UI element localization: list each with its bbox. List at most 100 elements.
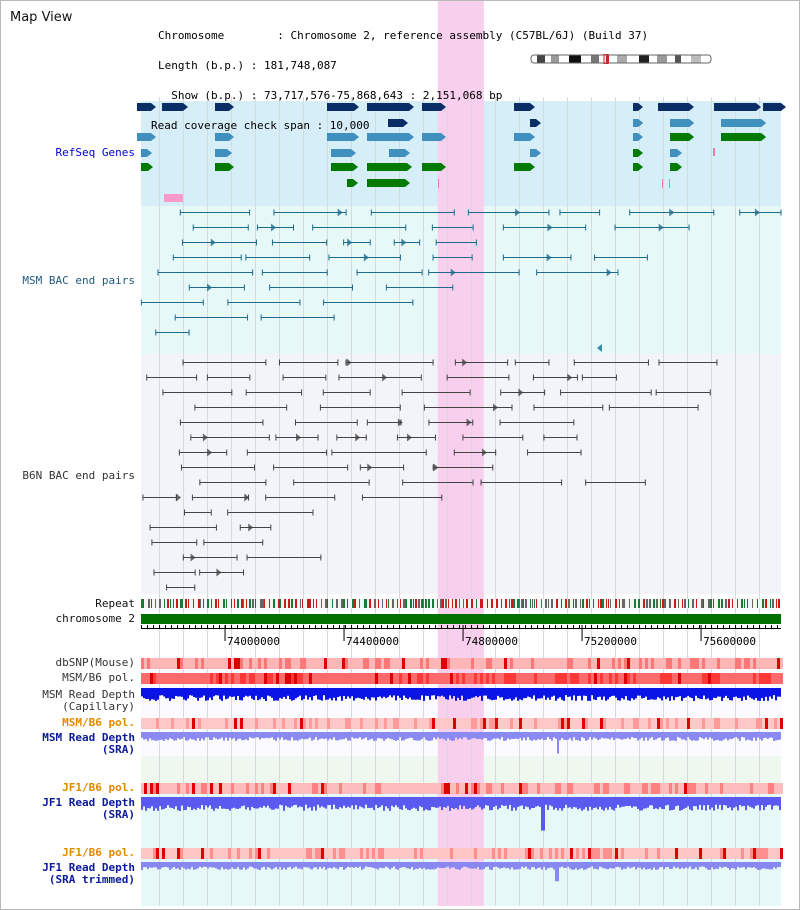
pol-bin: [333, 658, 336, 669]
msm-bac-end-pairs[interactable]: [140, 208, 782, 336]
pol-bin: [402, 718, 405, 729]
pol-bin: [171, 673, 174, 684]
track-label-jf1-depth-sra[interactable]: JF1 Read Depth: [42, 796, 135, 809]
pol-bin: [741, 718, 744, 729]
depth-bin: [237, 797, 239, 809]
jf1-b6-pol-track[interactable]: [141, 783, 783, 794]
bac-end-marker: [606, 268, 612, 277]
pol-bin: [180, 658, 183, 669]
msm-depth-capillary-track[interactable]: [141, 688, 781, 701]
ideogram-band: [545, 55, 551, 63]
pol-bin: [474, 718, 477, 729]
pol-bin: [462, 848, 465, 859]
depth-bin: [253, 862, 255, 869]
depth-bin: [735, 688, 737, 697]
repeat-element: [678, 599, 679, 608]
pol-bin: [357, 718, 360, 729]
pol-bin: [273, 718, 276, 729]
depth-bin: [531, 732, 533, 741]
depth-bin: [677, 688, 679, 697]
depth-bin: [281, 862, 283, 870]
track-label-msm-b6-pol-2[interactable]: MSM/B6 pol.: [62, 716, 135, 729]
pol-bin: [441, 783, 444, 794]
gene-marker: [669, 179, 670, 188]
depth-bin: [149, 688, 151, 701]
depth-bin: [325, 862, 327, 870]
depth-bin: [241, 732, 243, 741]
depth-bin: [351, 688, 353, 697]
pol-bin: [285, 658, 288, 669]
pol-bin: [663, 718, 666, 729]
pol-bin: [165, 673, 168, 684]
depth-bin: [717, 797, 719, 809]
pol-bin: [666, 783, 669, 794]
depth-bin: [427, 688, 429, 697]
pol-bin: [408, 718, 411, 729]
pol-bin: [720, 848, 723, 859]
track-label-jf1-depth-trimmed[interactable]: JF1 Read Depth: [42, 861, 135, 874]
track-label-msm-depth-sra[interactable]: MSM Read Depth: [42, 731, 135, 744]
dbsnp-track[interactable]: [141, 658, 783, 669]
msm-depth-sra-track[interactable]: [141, 732, 781, 754]
b6n-bac-end-pairs[interactable]: [142, 358, 718, 591]
track-label-jf1-b6-pol[interactable]: JF1/B6 pol.: [62, 781, 135, 794]
pol-bin: [228, 718, 231, 729]
gene-strand-arrow: [227, 149, 232, 157]
track-label-refseq-genes[interactable]: RefSeq Genes: [55, 146, 135, 159]
track-label-dbsnp[interactable]: dbSNP(Mouse): [55, 656, 135, 669]
track-label-msm-bac[interactable]: MSM BAC end pairs: [22, 274, 135, 287]
depth-bin: [501, 862, 503, 869]
depth-bin: [317, 688, 319, 700]
depth-bin: [759, 797, 761, 811]
pol-bin: [720, 718, 723, 729]
pol-bin: [315, 783, 318, 794]
chromosome-ideogram[interactable]: [530, 54, 714, 64]
pol-bin: [327, 783, 330, 794]
depth-bin: [721, 688, 723, 701]
depth-bin: [235, 732, 237, 741]
depth-bin: [305, 732, 307, 740]
depth-bin: [185, 688, 187, 701]
ideogram-band: [617, 55, 627, 63]
msm-b6-pol-track[interactable]: [141, 673, 783, 684]
msm-b6-pol2-track[interactable]: [141, 718, 783, 729]
depth-bin: [169, 797, 171, 808]
depth-bin: [595, 732, 597, 739]
track-label-msm-depth-capillary[interactable]: MSM Read Depth: [42, 688, 135, 701]
depth-bin: [337, 732, 339, 741]
pol-bin: [525, 673, 528, 684]
repeat-track[interactable]: [141, 599, 781, 608]
depth-bin: [481, 732, 483, 740]
depth-bin: [551, 797, 553, 807]
depth-bin: [299, 862, 301, 869]
pol-bin: [663, 673, 666, 684]
depth-bin: [149, 797, 151, 809]
track-label-b6n-bac[interactable]: B6N BAC end pairs: [22, 469, 135, 482]
jf1-depth-sra-track[interactable]: [141, 797, 781, 831]
repeat-element: [725, 599, 727, 608]
depth-bin: [159, 797, 161, 807]
depth-bin: [735, 862, 737, 870]
pol-bin: [363, 673, 366, 684]
depth-bin: [519, 797, 521, 806]
refseq-genes[interactable]: [137, 103, 786, 202]
depth-bin: [611, 862, 613, 869]
repeat-element: [593, 599, 594, 608]
pol-bin: [735, 718, 738, 729]
track-label-jf1-b6-pol-2[interactable]: JF1/B6 pol.: [62, 846, 135, 859]
repeat-element: [692, 599, 694, 608]
depth-bin: [541, 732, 543, 739]
jf1-b6-pol2-track[interactable]: [141, 848, 783, 859]
pol-bin: [159, 848, 162, 859]
pol-bin: [690, 783, 693, 794]
pol-bin: [291, 673, 294, 684]
repeat-element: [252, 599, 254, 608]
track-label-msm-b6-pol[interactable]: MSM/B6 pol.: [62, 671, 135, 684]
pol-bin: [645, 718, 648, 729]
pol-bin: [213, 783, 216, 794]
gene-feature: [670, 149, 677, 157]
depth-bin: [267, 732, 269, 739]
depth-bin: [397, 688, 399, 696]
jf1-depth-trimmed-track[interactable]: [141, 862, 781, 882]
